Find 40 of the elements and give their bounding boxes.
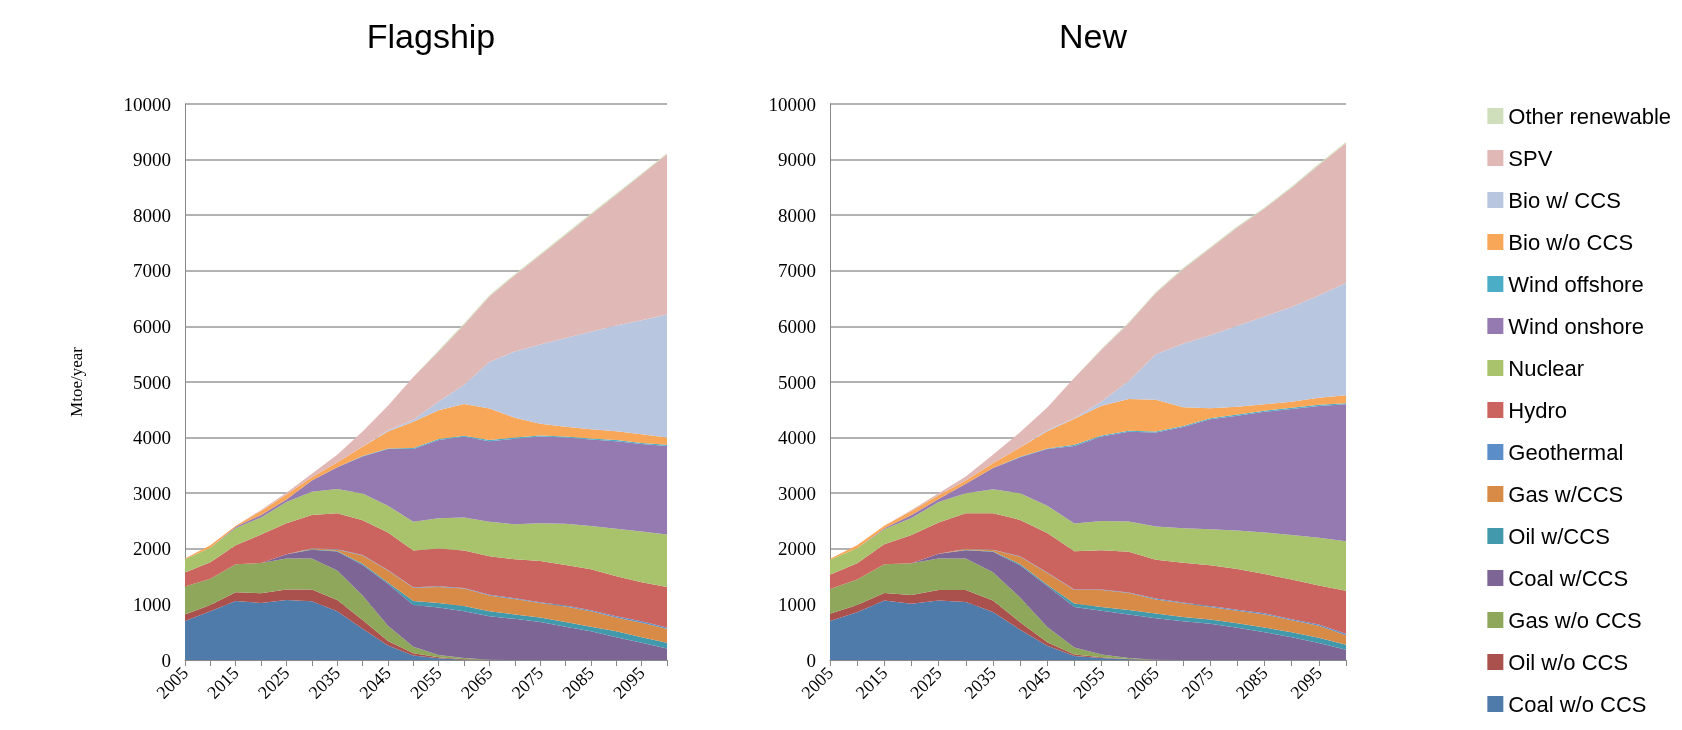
y-tick-label: 3000 [778, 482, 816, 504]
y-tick-label: 9000 [133, 149, 171, 171]
legend-label: Other renewable [1508, 103, 1672, 129]
y-tick-label: 9000 [778, 149, 816, 171]
chart-title: Flagship [366, 17, 496, 55]
y-tick-label: 0 [161, 649, 171, 671]
y-tick-label: 4000 [778, 427, 816, 449]
legend-label: Gas w/CCS [1508, 481, 1624, 507]
y-tick-label: 1000 [133, 593, 171, 615]
legend-label: Coal w/o CCS [1508, 691, 1647, 717]
y-tick-label: 6000 [778, 315, 816, 337]
legend-label: Geothermal [1508, 439, 1624, 465]
y-tick-label: 3000 [133, 482, 171, 504]
legend-label: Hydro [1508, 397, 1568, 423]
y-tick-label: 10000 [123, 93, 171, 115]
y-axis-title: Mtoe/year [67, 346, 86, 417]
legend-label: Coal w/CCS [1508, 565, 1629, 591]
chart-title: New [1058, 17, 1128, 55]
y-tick-label: 2000 [133, 538, 171, 560]
y-tick-label: 7000 [778, 260, 816, 282]
y-tick-label: 1000 [778, 593, 816, 615]
legend-label: Oil w/o CCS [1508, 649, 1629, 675]
y-tick-label: 8000 [778, 204, 816, 226]
y-tick-label: 2000 [778, 538, 816, 560]
legend-label: Oil w/CCS [1508, 523, 1610, 549]
legend-label: Gas w/o CCS [1508, 607, 1642, 633]
y-tick-label: 10000 [768, 93, 816, 115]
y-tick-label: 4000 [133, 427, 171, 449]
y-tick-label: 0 [806, 649, 816, 671]
y-tick-label: 8000 [133, 204, 171, 226]
legend-label: Wind onshore [1508, 313, 1645, 339]
legend-label: Nuclear [1508, 355, 1585, 381]
y-tick-label: 5000 [133, 371, 171, 393]
legend-label: Bio w/ CCS [1508, 187, 1621, 213]
legend-label: Wind offshore [1508, 271, 1644, 297]
y-tick-label: 5000 [778, 371, 816, 393]
legend-label: SPV [1508, 145, 1553, 171]
y-tick-label: 6000 [133, 315, 171, 337]
legend-label: Bio w/o CCS [1508, 229, 1634, 255]
y-tick-label: 7000 [133, 260, 171, 282]
